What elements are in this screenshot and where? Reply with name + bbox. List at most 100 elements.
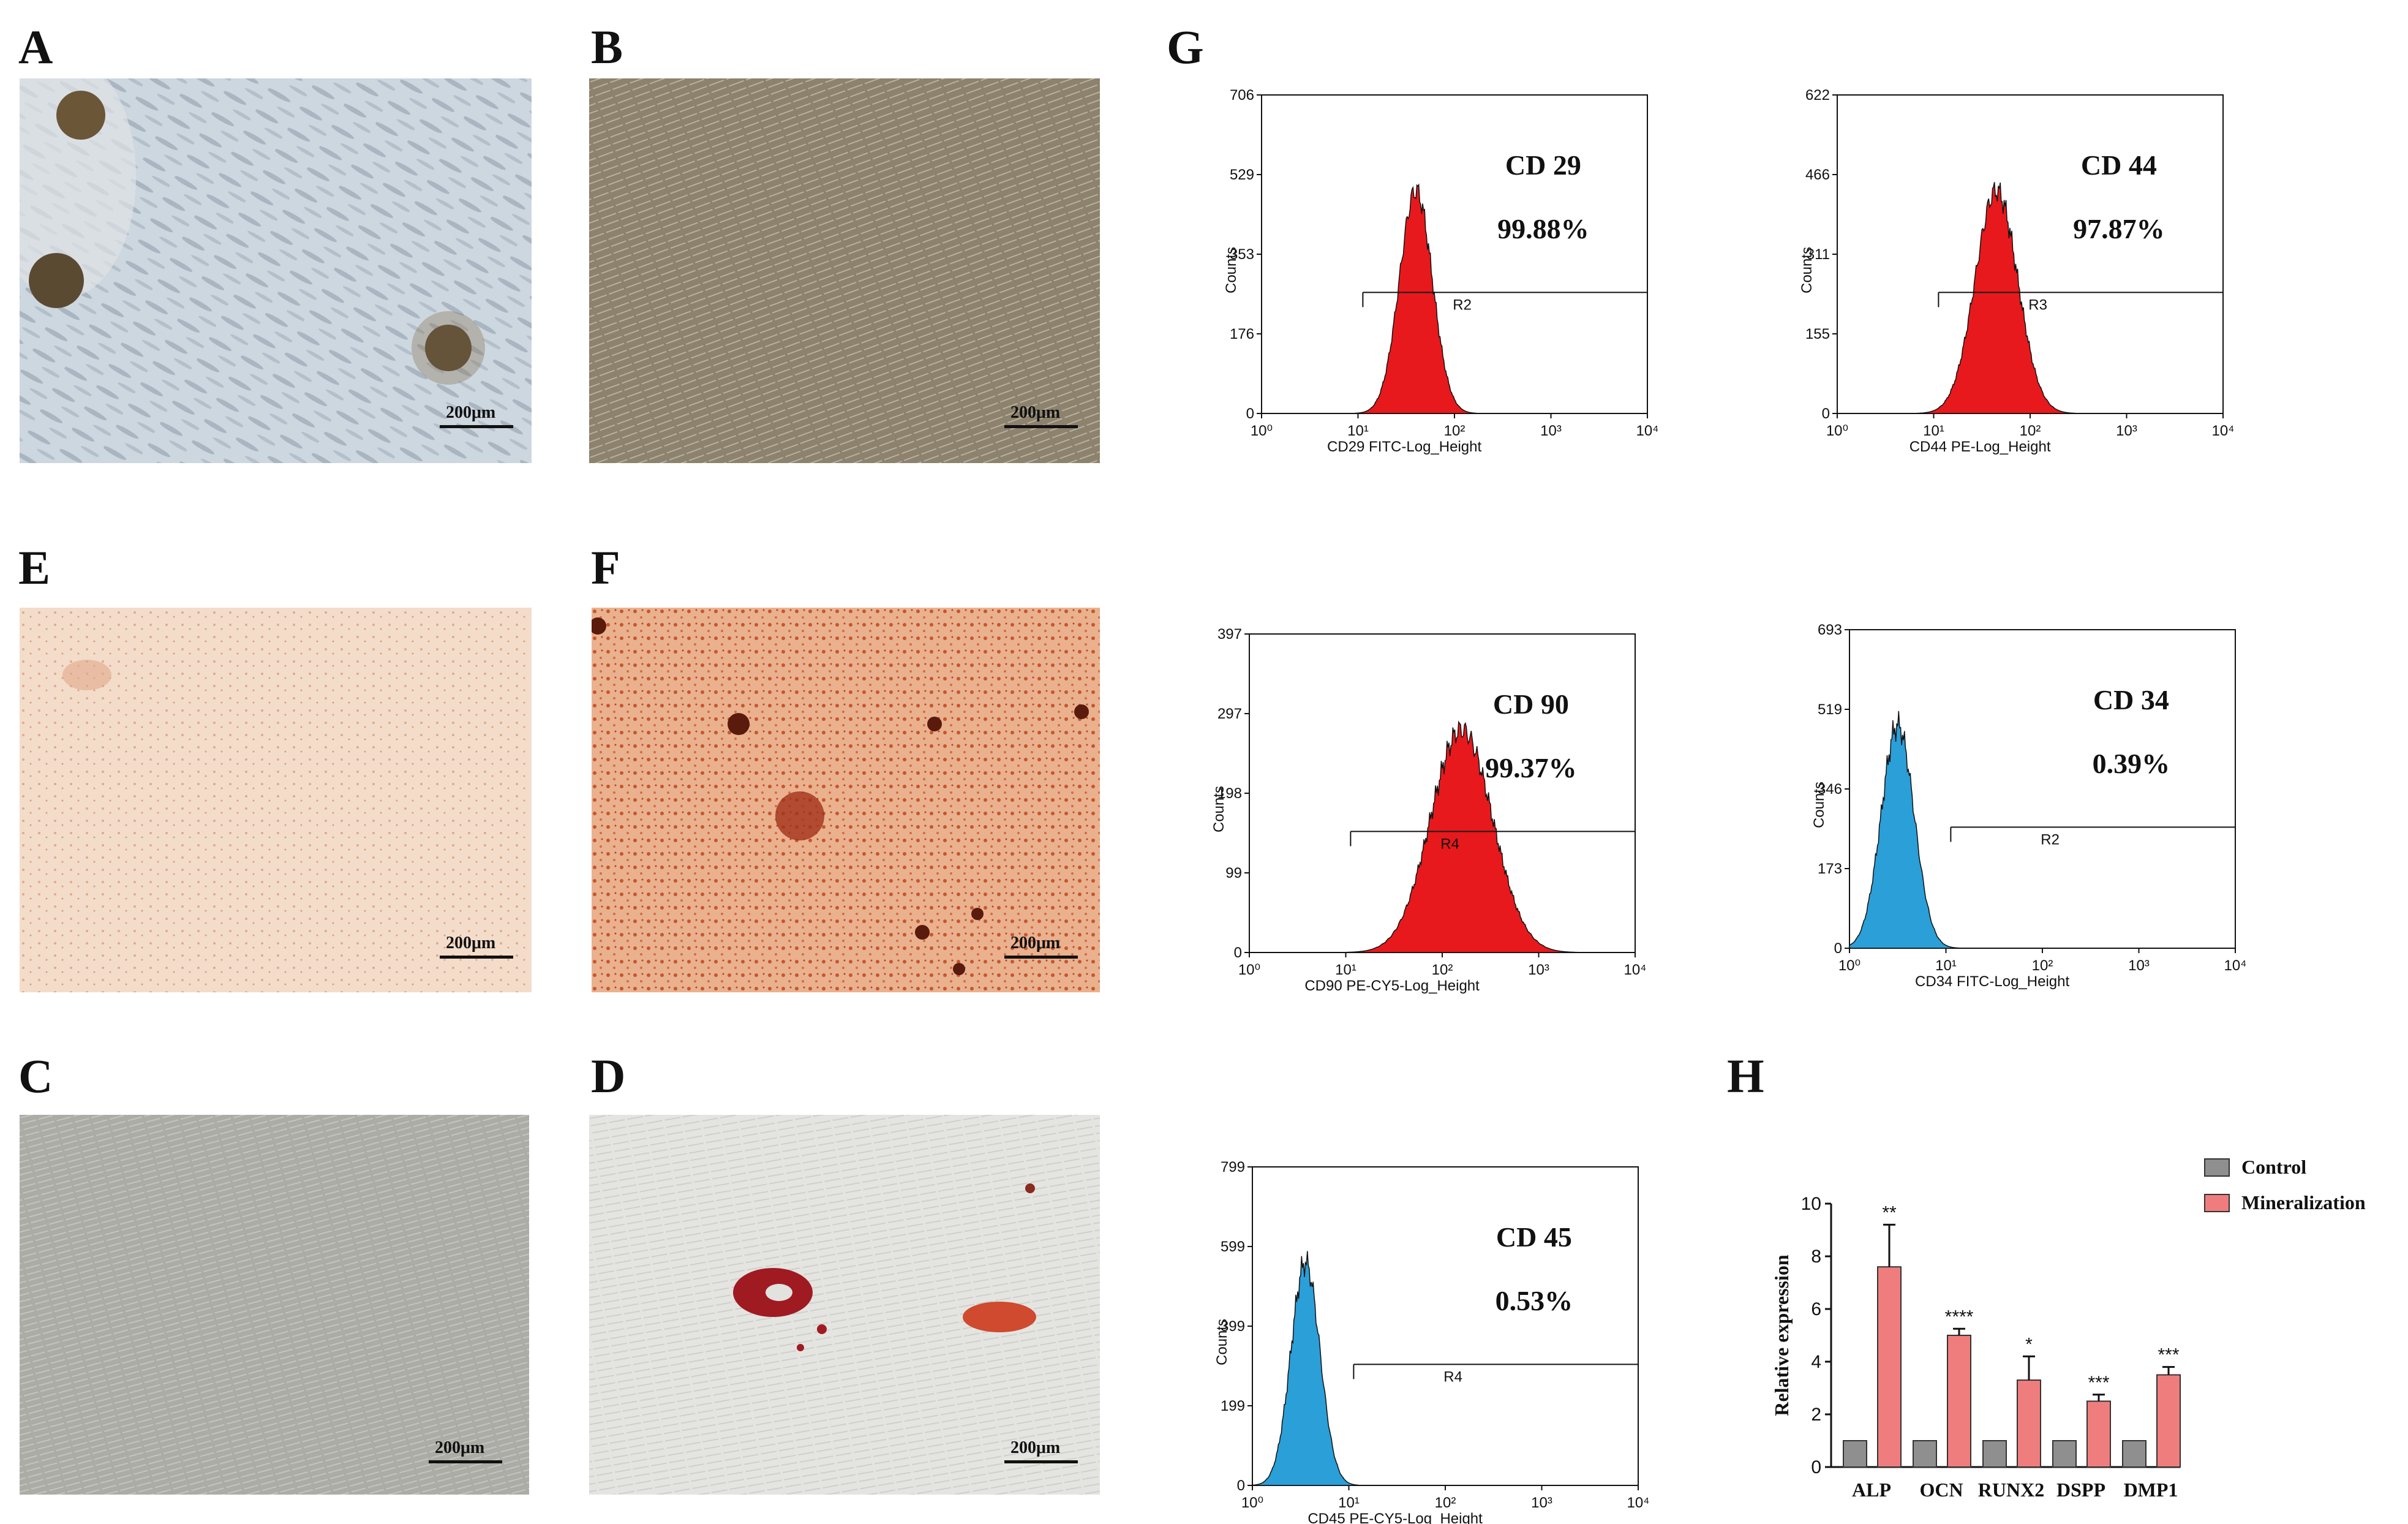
hist-cd45-ytick-label: 799: [1221, 1159, 1245, 1175]
hist-cd45-ytick-label: 399: [1221, 1318, 1245, 1335]
hist-cd90-xlabel: CD90 PE-CY5-Log_Height: [1304, 978, 1480, 994]
bar-category-dspp: DSPP: [2056, 1479, 2105, 1501]
bar-ytick-label: 0: [1811, 1457, 1821, 1477]
hist-cd29-xtick-label: 10⁰: [1251, 423, 1273, 439]
hist-cd29-xtick-label: 10⁴: [1636, 423, 1658, 439]
bar-mineralization-runx2: [2017, 1379, 2041, 1468]
hist-cd44-xtick-label: 10²: [2020, 423, 2041, 439]
hist-cd44-ylabel: Counts: [1799, 247, 1815, 293]
flow-histogram-cd90: 0 99 198 297 397 10⁰ 10¹ 10² 10³ 10⁴ Counts CD90 PE…: [1211, 626, 1678, 998]
bar-control-alp: [1843, 1440, 1867, 1468]
scale-bar-e: [440, 956, 513, 959]
bar-ytick-label: 2: [1811, 1405, 1821, 1425]
flow-histogram-cd45: 0 199 399 599 799 10⁰ 10¹ 10² 10³ 10⁴ Counts CD45 P…: [1214, 1159, 1681, 1524]
hist-cd29-ytick-label: 176: [1230, 326, 1254, 342]
bar-mineralization-dspp: [2086, 1400, 2111, 1468]
hist-cd44-ytick-label: 466: [1805, 167, 1830, 183]
panel-letter-h: H: [1727, 1049, 1764, 1103]
hist-cd90-ytick-label: 198: [1217, 785, 1242, 802]
hist-cd90-xtick-label: 10³: [1528, 962, 1549, 978]
hist-cd90-xtick-label: 10¹: [1335, 962, 1356, 978]
hist-cd90-percent: 99.37%: [1485, 752, 1577, 783]
micrograph-a-image: [20, 78, 532, 463]
bar-ytick-label: 6: [1811, 1299, 1821, 1319]
hist-cd34-ytick-label: 346: [1818, 781, 1842, 798]
hist-cd34-xtick-label: 10⁰: [1838, 957, 1861, 974]
micrograph-f: [592, 608, 1100, 992]
flow-histogram-cd29: 0 176 353 529 706 10⁰ 10¹ 10² 10³ 10⁴ Counts CD29 F…: [1223, 87, 1678, 459]
legend-label-control: Control: [2241, 1156, 2306, 1178]
micrograph-d: [589, 1115, 1100, 1495]
scale-bar-d: [1004, 1460, 1078, 1463]
significance-ocn: ****: [1945, 1307, 1974, 1327]
hist-cd90-gate-label: R4: [1440, 836, 1459, 852]
bar-category-alp: ALP: [1852, 1479, 1891, 1501]
bar-category-runx2: RUNX2: [1978, 1479, 2044, 1501]
hist-cd44-gate-label: R3: [2028, 296, 2047, 313]
bar-mineralization-dmp1: [2156, 1374, 2181, 1468]
hist-cd29-xtick-label: 10²: [1444, 423, 1465, 439]
micrograph-c: [20, 1115, 529, 1495]
hist-cd90-xtick-label: 10⁴: [1624, 962, 1646, 978]
hist-cd45-xtick-label: 10²: [1435, 1495, 1456, 1511]
hist-cd44-xtick-label: 10⁴: [2211, 423, 2234, 439]
hist-cd45-xtick-label: 10⁰: [1241, 1495, 1263, 1511]
panel-letter-d: D: [591, 1049, 626, 1103]
micrograph-b: [589, 78, 1100, 463]
hist-cd44-xtick-label: 10¹: [1923, 423, 1944, 439]
hist-cd44-ytick-label: 622: [1805, 87, 1830, 104]
bar-control-runx2: [1982, 1440, 2007, 1468]
hist-cd45-ytick-label: 599: [1221, 1239, 1245, 1255]
bar-mineralization-ocn: [1947, 1335, 1971, 1468]
hist-cd34-ytick-label: 173: [1818, 861, 1842, 877]
scale-label-f: 200μm: [1010, 934, 1061, 952]
micrograph-c-image: [20, 1115, 529, 1495]
hist-cd34-ytick-label: 693: [1818, 622, 1842, 638]
hist-cd29-percent: 99.88%: [1497, 213, 1589, 244]
scale-label-d: 200μm: [1010, 1438, 1061, 1457]
hist-cd29-histogram: [1262, 183, 1647, 414]
bar-chart-relative-expression: 0 2 4 6 8 10 Relative expression ** ALP **** OCN * R…: [1739, 1145, 2407, 1516]
significance-dmp1: ***: [2158, 1345, 2179, 1365]
micrograph-f-image: [592, 608, 1100, 992]
hist-cd34-xtick-label: 10³: [2128, 957, 2150, 974]
hist-cd90-marker: CD 90: [1493, 688, 1569, 720]
flow-histogram-cd44: 0 155 311 466 622 10⁰ 10¹ 10² 10³ 10⁴ Counts CD44 P…: [1799, 87, 2254, 459]
hist-cd44-histogram: [1837, 182, 2223, 414]
scale-bar-a: [440, 425, 513, 428]
hist-cd29-xtick-label: 10³: [1540, 423, 1562, 439]
hist-cd45-ytick-label: 0: [1237, 1477, 1245, 1494]
micrograph-e: [20, 608, 532, 992]
bar-ytick-label: 8: [1811, 1247, 1821, 1267]
hist-cd90-xtick-label: 10⁰: [1238, 962, 1260, 978]
hist-cd29-ytick-label: 706: [1230, 87, 1254, 104]
hist-cd29-gate-label: R2: [1453, 296, 1472, 313]
hist-cd29-marker: CD 29: [1505, 149, 1581, 181]
hist-cd34-marker: CD 34: [2093, 684, 2169, 715]
panel-letter-a: A: [18, 20, 53, 74]
significance-dspp: ***: [2088, 1373, 2109, 1393]
bar-ytick-label: 4: [1811, 1352, 1821, 1372]
hist-cd44-xtick-label: 10³: [2116, 423, 2137, 439]
hist-cd34-xtick-label: 10¹: [1935, 957, 1957, 974]
hist-cd44-percent: 97.87%: [2073, 213, 2165, 244]
hist-cd90-histogram: [1249, 720, 1635, 953]
hist-cd44-marker: CD 44: [2081, 149, 2157, 181]
hist-cd90-ylabel: Counts: [1211, 786, 1227, 832]
hist-cd29-xtick-label: 10¹: [1347, 423, 1369, 439]
flow-histogram-cd34: 0 173 346 519 693 10⁰ 10¹ 10² 10³ 10⁴ Counts CD34 F…: [1811, 622, 2266, 994]
bar-control-dmp1: [2122, 1440, 2147, 1468]
significance-alp: **: [1882, 1202, 1897, 1223]
scale-label-a: 200μm: [446, 403, 496, 422]
hist-cd45-ytick-label: 199: [1221, 1398, 1245, 1414]
hist-cd90-ytick-label: 297: [1217, 706, 1242, 722]
hist-cd44-ytick-label: 155: [1805, 326, 1830, 342]
hist-cd45-histogram: [1252, 1251, 1638, 1486]
hist-cd45-marker: CD 45: [1496, 1221, 1572, 1253]
micrograph-e-image: [20, 608, 532, 992]
hist-cd45-xlabel: CD45 PE-CY5-Log_Height: [1307, 1511, 1483, 1524]
hist-cd44-xlabel: CD44 PE-Log_Height: [1909, 439, 2051, 455]
micrograph-b-image: [589, 78, 1100, 463]
hist-cd34-gate-label: R2: [2041, 831, 2060, 848]
panel-letter-b: B: [591, 20, 623, 74]
